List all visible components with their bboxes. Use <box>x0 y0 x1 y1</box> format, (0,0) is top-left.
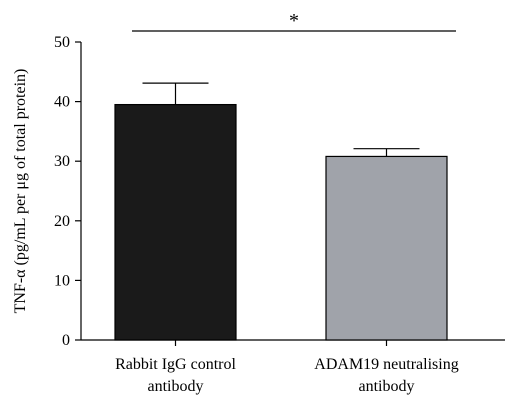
y-tick-label: 0 <box>62 332 70 349</box>
y-tick-label: 30 <box>54 153 70 170</box>
significance-marker: * <box>289 10 299 32</box>
y-tick-label: 20 <box>54 213 70 230</box>
category-label: Rabbit IgG control <box>115 356 236 373</box>
y-tick-label: 10 <box>54 272 70 289</box>
category-label: antibody <box>148 378 204 395</box>
y-tick-label: 40 <box>54 94 70 111</box>
y-tick-label: 50 <box>54 34 70 51</box>
y-axis-title: TNF-α (pg/mL per μg of total protein) <box>12 69 29 314</box>
plot-area: 0 10 20 30 40 50 Rabbit IgG control antibody ADA… <box>54 10 505 395</box>
bar <box>325 155 448 341</box>
category-label: ADAM19 neutralising <box>314 356 458 373</box>
category-label: antibody <box>359 378 415 395</box>
bar <box>114 103 237 341</box>
